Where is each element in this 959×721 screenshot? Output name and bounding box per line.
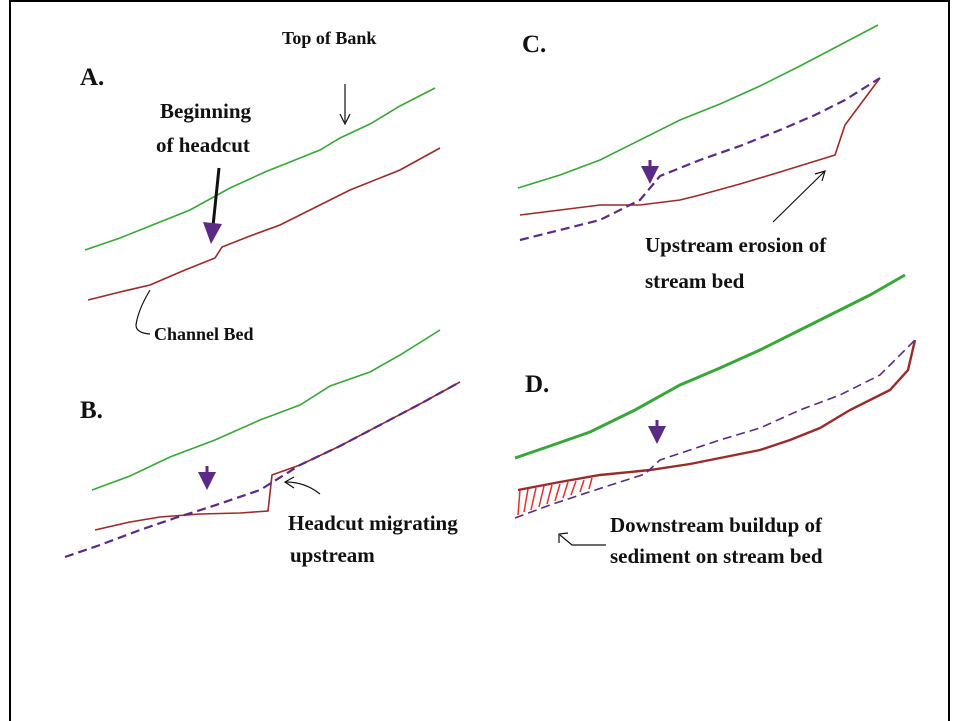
annotation: Upstream erosion of xyxy=(645,233,827,257)
arrow-head xyxy=(648,426,666,444)
annotation: stream bed xyxy=(645,269,745,293)
panel-label: A. xyxy=(80,64,104,91)
annotation: upstream xyxy=(290,543,375,567)
annotation: of headcut xyxy=(156,133,250,157)
top-of-bank xyxy=(92,330,440,490)
top-of-bank xyxy=(518,25,878,188)
frame xyxy=(10,1,949,721)
pointer xyxy=(136,290,150,334)
panel-d: D. Downstream buildup of sediment on str… xyxy=(515,275,915,568)
annotation: Beginning xyxy=(160,99,252,123)
diagram: A. Top of Bank Beginning of headcut Chan… xyxy=(0,0,959,721)
channel-bed xyxy=(518,340,915,490)
pointer xyxy=(773,172,824,222)
arrow-head xyxy=(198,472,216,490)
annotation: Top of Bank xyxy=(282,28,376,48)
annotation: Channel Bed xyxy=(154,324,254,344)
new-bed xyxy=(520,78,880,240)
annotation: Downstream buildup of xyxy=(610,513,823,537)
panel-c: C. Upstream erosion of stream bed xyxy=(518,25,880,293)
channel-bed xyxy=(520,78,880,215)
page: A. Top of Bank Beginning of headcut Chan… xyxy=(0,0,959,721)
annotation: Headcut migrating xyxy=(288,511,458,535)
new-bed xyxy=(515,340,915,518)
arrow-head xyxy=(203,222,222,244)
channel-bed xyxy=(95,382,460,530)
pointer xyxy=(286,482,320,494)
top-of-bank xyxy=(85,88,435,250)
top-of-bank xyxy=(515,275,905,458)
panel-a: A. Top of Bank Beginning of headcut Chan… xyxy=(80,28,440,344)
panel-label: B. xyxy=(80,397,103,424)
panel-label: D. xyxy=(525,371,549,398)
panel-label: C. xyxy=(522,31,546,58)
annotation: sediment on stream bed xyxy=(610,544,823,568)
channel-bed xyxy=(88,148,440,300)
arrow-head xyxy=(641,166,659,184)
panel-b: B. Headcut migrating upstream xyxy=(65,330,460,567)
pointer xyxy=(560,535,606,545)
